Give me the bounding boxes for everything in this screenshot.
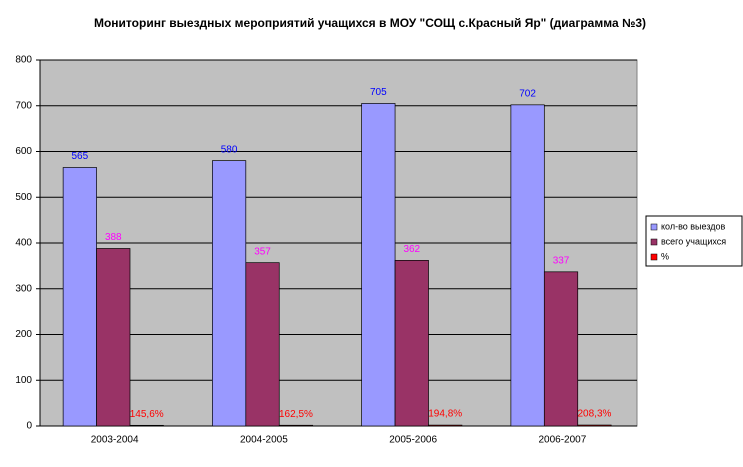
data-label: 388 (105, 232, 122, 243)
bar (577, 424, 612, 427)
bar (361, 103, 396, 427)
legend-box (645, 215, 743, 267)
x-tick-label: 2006-2007 (538, 435, 586, 446)
legend-swatch (650, 238, 658, 246)
y-tick-label: 200 (15, 329, 32, 340)
bar (428, 424, 463, 427)
chart-title: Мониторинг выездных мероприятий учащихся… (94, 16, 646, 30)
bar (510, 104, 545, 427)
data-label: 145,6% (130, 409, 164, 420)
data-label: 208,3% (578, 409, 612, 420)
legend-label: всего учащихся (661, 236, 726, 246)
data-label: 702 (519, 88, 536, 99)
x-tick-label: 2004-2005 (240, 435, 288, 446)
data-label: 565 (72, 151, 89, 162)
bar (212, 160, 247, 427)
y-tick-label: 400 (15, 238, 32, 249)
bar (62, 167, 97, 427)
bar (245, 262, 280, 427)
data-label: 337 (553, 255, 570, 266)
y-tick-label: 300 (15, 283, 32, 294)
bar (278, 424, 314, 427)
data-label: 705 (370, 87, 387, 98)
data-label: 580 (221, 144, 238, 155)
data-label: 194,8% (428, 409, 462, 420)
bar (543, 271, 579, 427)
bar (394, 260, 429, 427)
data-label: 357 (254, 246, 271, 257)
y-tick-label: 800 (15, 55, 32, 66)
legend-swatch (650, 253, 658, 261)
x-tick-label: 2005-2006 (389, 435, 437, 446)
y-tick-label: 700 (15, 100, 32, 111)
x-tick-label: 2003-2004 (91, 435, 139, 446)
y-tick-label: 100 (15, 375, 32, 386)
data-label: 362 (403, 244, 420, 255)
bar (129, 424, 164, 427)
y-tick-label: 600 (15, 146, 32, 157)
legend-label: кол-во выездов (661, 221, 726, 231)
y-tick-label: 0 (26, 421, 32, 432)
legend-swatch (650, 223, 658, 231)
legend-label: % (661, 251, 669, 261)
bar (96, 248, 131, 427)
y-tick-label: 500 (15, 192, 32, 203)
data-label: 162,5% (279, 409, 313, 420)
